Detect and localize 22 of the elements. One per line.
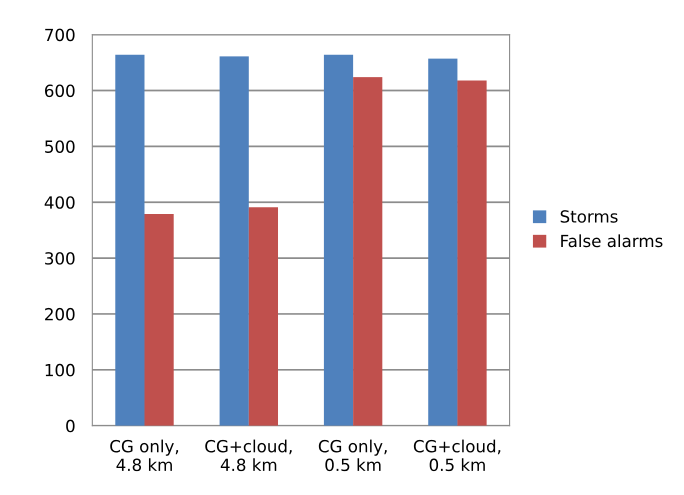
bar: [115, 54, 144, 426]
bar: [428, 58, 458, 426]
x-tick-label: CG only, 0.5 km: [318, 440, 387, 472]
y-tick-label: 0: [66, 420, 75, 432]
y-tick-label: 200: [45, 308, 75, 321]
y-tick-label: 100: [46, 364, 75, 376]
x-tick-label: CG only, 4.8 km: [110, 440, 178, 472]
bar: [248, 207, 278, 426]
bar: [457, 80, 487, 426]
y-tick-label: 600: [45, 84, 75, 98]
x-tick-label: CG+cloud, 4.8 km: [205, 440, 292, 472]
y-tick-label: 500: [45, 140, 75, 153]
bar: [144, 214, 174, 426]
y-tick-label: 700: [45, 28, 75, 42]
y-tick-label: 300: [45, 252, 75, 265]
bar: [353, 77, 382, 426]
legend-label: False alarms: [561, 234, 662, 248]
x-tick-label: CG+cloud, 0.5 km: [414, 440, 500, 472]
bar: [324, 54, 354, 426]
bar: [220, 56, 249, 426]
y-tick-label: 400: [44, 196, 75, 209]
legend-label: Storms: [560, 210, 618, 223]
